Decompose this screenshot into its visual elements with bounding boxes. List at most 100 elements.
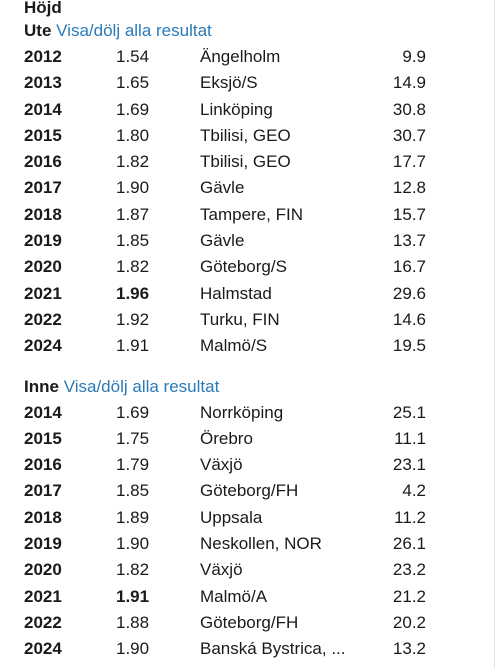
result-place: Ängelholm	[200, 47, 281, 66]
result-value: 1.75	[116, 428, 150, 448]
result-value: 1.85	[116, 231, 150, 251]
result-place: Norrköping	[200, 402, 284, 422]
result-year: 2016	[24, 455, 62, 475]
toggle-results-link[interactable]: Visa/dölj alla resultat	[56, 21, 212, 40]
result-value: 1.65	[116, 73, 150, 93]
result-row: 2024 1.91 Malmö/S 19.5	[24, 333, 464, 359]
result-value: 1.69	[116, 99, 150, 119]
result-row: 2020 1.82 Växjö 23.2	[24, 557, 464, 583]
result-value: 1.90	[116, 639, 150, 659]
result-points: 9.9	[402, 47, 426, 66]
result-row: 2021 1.91 Malmö/A 21.2	[24, 584, 464, 610]
result-points: 16.7	[392, 257, 426, 277]
result-row: 2013 1.65 Eksjö/S 14.9	[24, 70, 464, 96]
result-year: 2018	[24, 507, 62, 527]
result-place: Neskollen, NOR	[200, 534, 322, 554]
result-place: Eksjö/S	[200, 73, 258, 93]
result-row: 2022 1.88 Göteborg/FH 20.2	[24, 610, 464, 636]
result-row: 2017 1.85 Göteborg/FH 4.2	[24, 478, 464, 504]
result-value: 1.54	[116, 47, 150, 66]
result-year: 2017	[24, 481, 62, 501]
result-points: 21.2	[392, 586, 426, 606]
result-place: Gävle	[200, 231, 245, 251]
result-points: 12.8	[392, 178, 426, 198]
result-value: 1.92	[116, 309, 150, 329]
event-heading: Höjd	[24, 0, 62, 17]
result-year: 2012	[24, 47, 62, 66]
result-points: 20.2	[392, 612, 426, 632]
result-row: 2022 1.92 Turku, FIN 14.6	[24, 307, 464, 333]
result-year: 2019	[24, 231, 62, 251]
result-row: 2017 1.90 Gävle 12.8	[24, 175, 464, 201]
result-place: Banská Bystrica, ...	[200, 639, 346, 659]
result-value: 1.96	[116, 283, 150, 303]
result-year: 2017	[24, 178, 62, 198]
section-indoor: Inne Visa/dölj alla resultat 2014 1.69 Nor…	[24, 374, 464, 663]
result-year: 2015	[24, 428, 62, 448]
result-value: 1.79	[116, 455, 150, 475]
section-spacer	[24, 360, 464, 372]
result-row: 2018 1.89 Uppsala 11.2	[24, 505, 464, 531]
result-year: 2020	[24, 560, 62, 580]
result-row: 2014 1.69 Linköping 30.8	[24, 97, 464, 123]
result-row: 2015 1.75 Örebro 11.1	[24, 426, 464, 452]
result-place: Malmö/A	[200, 586, 268, 606]
result-year: 2014	[24, 99, 62, 119]
result-year: 2022	[24, 612, 62, 632]
result-place: Tbilisi, GEO	[200, 152, 291, 172]
result-year: 2020	[24, 257, 62, 277]
result-place: Linköping	[200, 99, 273, 119]
result-row: 2012 1.54 Ängelholm 9.9	[24, 44, 464, 70]
result-place: Växjö	[200, 455, 243, 475]
result-row: 2019 1.85 Gävle 13.7	[24, 228, 464, 254]
result-row: 2014 1.69 Norrköping 25.1	[24, 400, 464, 426]
result-row: 2016 1.82 Tbilisi, GEO 17.7	[24, 149, 464, 175]
section-title: Ute	[24, 21, 52, 40]
result-place: Växjö	[200, 560, 243, 580]
result-year: 2013	[24, 73, 62, 93]
result-row: 2015 1.80 Tbilisi, GEO 30.7	[24, 123, 464, 149]
result-value: 1.88	[116, 612, 150, 632]
result-value: 1.82	[116, 257, 150, 277]
result-points: 11.1	[394, 428, 426, 448]
result-points: 26.1	[392, 534, 426, 554]
result-year: 2024	[24, 639, 62, 659]
result-points: 30.7	[392, 125, 426, 145]
results-list: 2014 1.69 Norrköping 25.1 2015 1.75 Örebro 11.1…	[24, 400, 464, 663]
result-points: 14.6	[392, 309, 426, 329]
result-value: 1.80	[116, 125, 150, 145]
results-list: 2012 1.54 Ängelholm 9.9 2013 1.65 Eksjö/S 14.9 2…	[24, 44, 464, 360]
result-points: 23.1	[392, 455, 426, 475]
result-year: 2018	[24, 204, 62, 224]
result-year: 2016	[24, 152, 62, 172]
toggle-results-link[interactable]: Visa/dölj alla resultat	[63, 376, 220, 396]
result-points: 29.6	[392, 283, 426, 303]
result-points: 14.9	[392, 73, 426, 93]
section-header: Ute Visa/dölj alla resultat	[24, 18, 464, 44]
result-points: 30.8	[392, 99, 426, 119]
result-value: 1.69	[116, 402, 150, 422]
result-value: 1.82	[116, 560, 150, 580]
result-points: 23.2	[392, 560, 426, 580]
result-year: 2022	[24, 309, 62, 329]
result-place: Göteborg/FH	[200, 481, 299, 501]
result-row: 2024 1.90 Banská Bystrica, ... 13.2	[24, 636, 464, 662]
result-value: 1.85	[116, 481, 150, 501]
result-points: 19.5	[392, 336, 426, 356]
result-value: 1.82	[116, 152, 150, 172]
result-points: 17.7	[392, 152, 426, 172]
result-place: Gävle	[200, 178, 245, 198]
result-row: 2016 1.79 Växjö 23.1	[24, 452, 464, 478]
result-place: Turku, FIN	[200, 309, 280, 329]
result-place: Uppsala	[200, 507, 263, 527]
result-place: Halmstad	[200, 283, 272, 303]
result-points: 13.2	[392, 639, 426, 659]
result-year: 2014	[24, 402, 62, 422]
result-value: 1.90	[116, 534, 150, 554]
result-row: 2018 1.87 Tampere, FIN 15.7	[24, 202, 464, 228]
panel-border	[494, 0, 495, 668]
result-place: Tbilisi, GEO	[200, 125, 291, 145]
result-place: Tampere, FIN	[200, 204, 303, 224]
result-value: 1.91	[116, 336, 150, 356]
result-points: 4.2	[402, 481, 426, 501]
